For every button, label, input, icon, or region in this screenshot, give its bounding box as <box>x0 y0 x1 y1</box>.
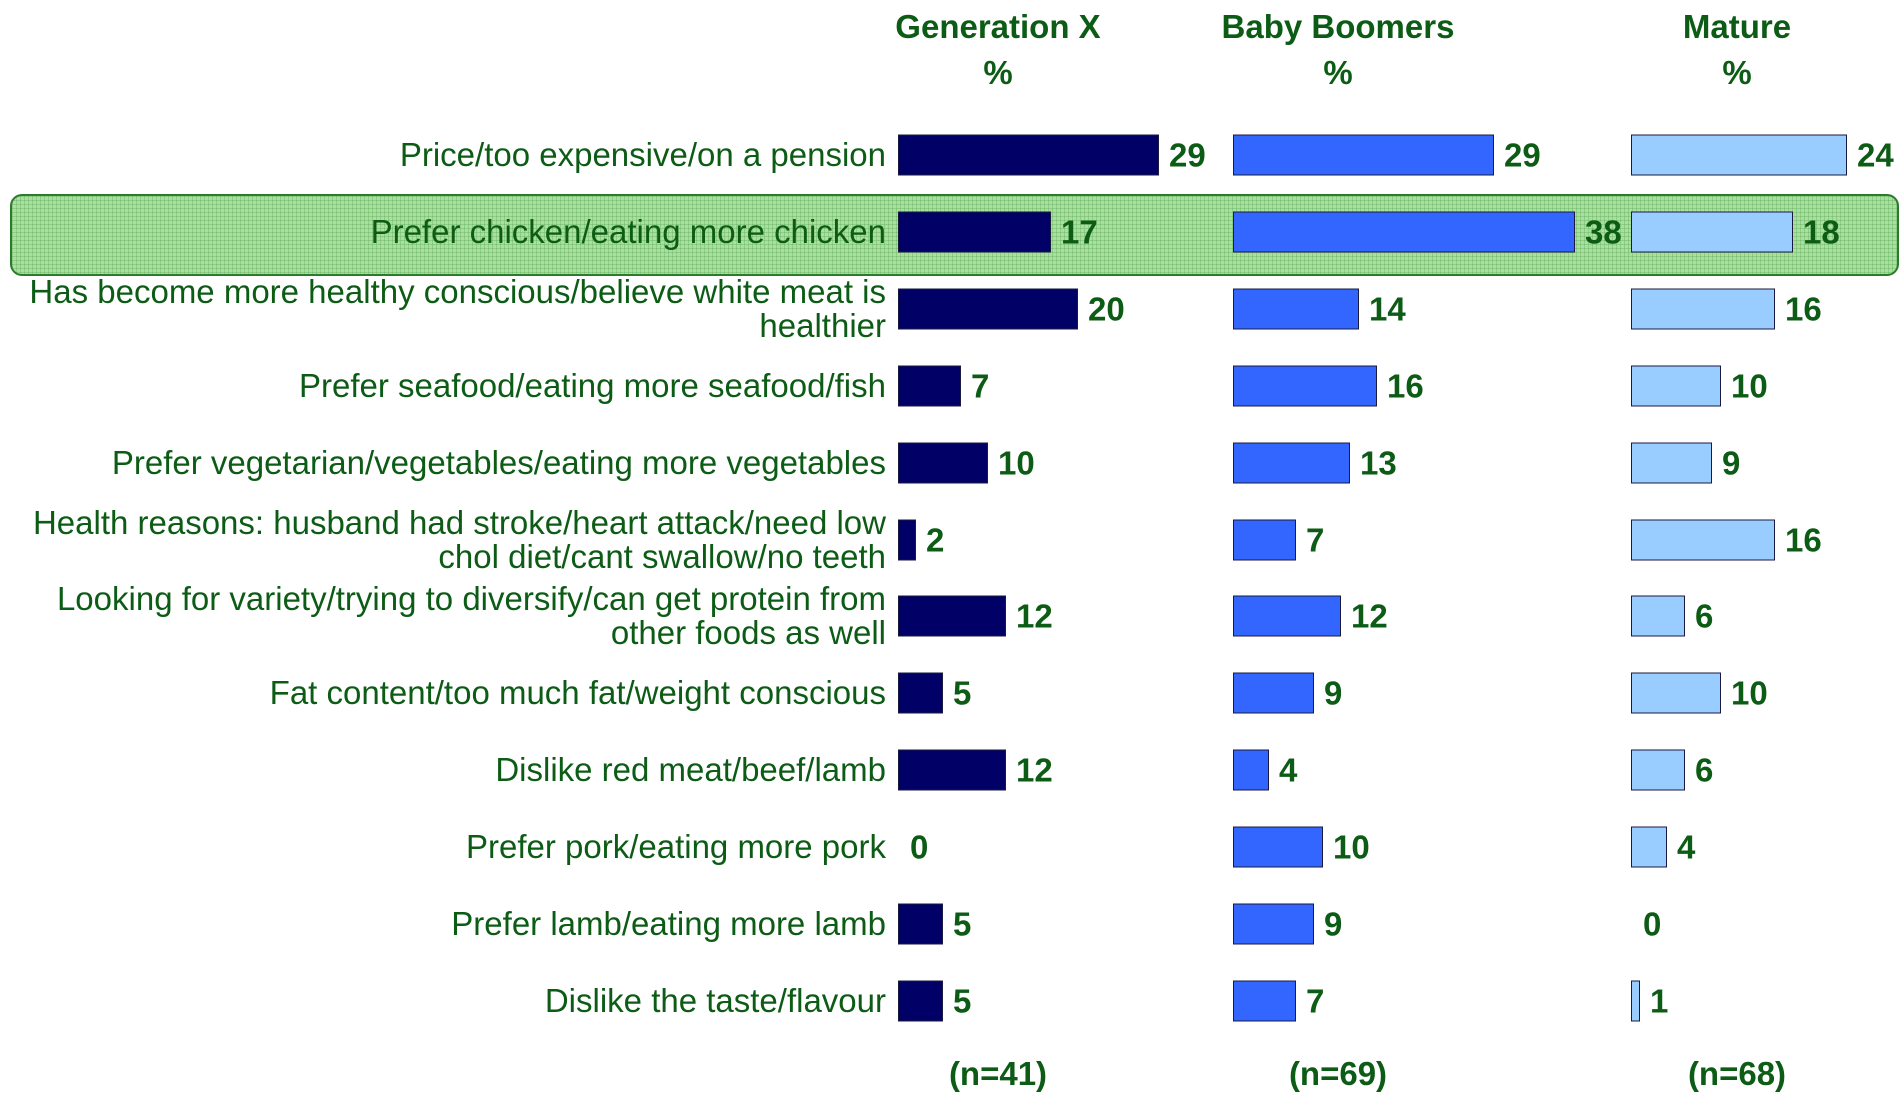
bar <box>1233 749 1269 791</box>
category-label: Has become more healthy conscious/believ… <box>29 272 886 344</box>
category-label: Dislike the taste/flavour <box>544 981 886 1019</box>
value-label: 18 <box>1803 213 1840 251</box>
series-header: Mature <box>1682 8 1792 45</box>
sample-size: (n=41) <box>948 1055 1048 1092</box>
category-label: Prefer pork/eating more pork <box>465 828 886 866</box>
bar <box>898 365 961 407</box>
unit-label: % <box>983 54 1013 91</box>
bar <box>1631 442 1712 484</box>
sample-size: (n=69) <box>1288 1055 1388 1092</box>
category-label: Prefer chicken/eating more chicken <box>370 212 886 250</box>
bar <box>1233 134 1494 176</box>
value-label: 10 <box>1731 674 1768 712</box>
value-label: 10 <box>998 444 1035 482</box>
bar <box>898 288 1078 330</box>
bar <box>1233 595 1341 637</box>
category-label: Dislike red meat/beef/lamb <box>495 751 886 789</box>
sample-size: (n=68) <box>1687 1055 1787 1092</box>
value-label: 9 <box>1324 674 1343 712</box>
value-label: 10 <box>1731 367 1768 405</box>
bar <box>1233 826 1323 868</box>
category-label: Prefer seafood/eating more seafood/fish <box>298 366 886 404</box>
value-label: 16 <box>1387 367 1424 405</box>
bar <box>1631 134 1847 176</box>
value-label: 17 <box>1061 213 1098 251</box>
value-label: 29 <box>1504 136 1541 174</box>
bar <box>898 749 1006 791</box>
unit-label: % <box>1722 54 1752 91</box>
category-label: Price/too expensive/on a pension <box>399 136 886 173</box>
value-label: 14 <box>1369 290 1406 328</box>
value-label: 13 <box>1360 444 1397 482</box>
value-label: 7 <box>1306 521 1325 558</box>
value-label: 12 <box>1351 597 1388 635</box>
bar <box>1631 365 1721 407</box>
value-label: 5 <box>953 674 972 712</box>
series-header: Baby Boomers <box>1221 8 1455 45</box>
value-label: 0 <box>910 828 929 866</box>
bar <box>1233 442 1350 484</box>
series-header: Generation X <box>895 8 1101 45</box>
value-label: 10 <box>1333 828 1370 866</box>
bar <box>1233 365 1377 407</box>
unit-label: % <box>1323 54 1353 91</box>
value-label: 7 <box>1306 982 1325 1020</box>
value-label: 38 <box>1585 213 1622 251</box>
value-label: 9 <box>1722 444 1741 482</box>
bar <box>1631 288 1775 330</box>
category-label: Health reasons: husband had stroke/heart… <box>32 503 886 575</box>
value-label: 1 <box>1650 982 1669 1020</box>
value-label: 20 <box>1088 290 1125 328</box>
category-label: Prefer vegetarian/vegetables/eating more… <box>111 443 886 481</box>
value-label: 5 <box>953 982 972 1020</box>
value-label: 29 <box>1169 136 1206 174</box>
bar <box>1233 211 1575 253</box>
bar <box>898 519 916 560</box>
bar <box>1233 980 1296 1022</box>
value-label: 6 <box>1695 597 1714 635</box>
bar <box>898 903 943 945</box>
value-label: 12 <box>1016 597 1053 635</box>
bar <box>1233 672 1314 714</box>
value-label: 0 <box>1643 905 1662 943</box>
value-label: 16 <box>1785 290 1822 328</box>
bar <box>898 595 1006 637</box>
value-label: 5 <box>953 905 972 943</box>
value-label: 4 <box>1677 828 1696 866</box>
bar <box>898 211 1051 253</box>
bar <box>1631 980 1640 1022</box>
value-label: 7 <box>971 367 990 405</box>
bar <box>1631 519 1775 560</box>
bar <box>1233 519 1296 560</box>
value-label: 4 <box>1279 751 1298 789</box>
value-label: 16 <box>1785 521 1822 558</box>
bar <box>1631 595 1685 637</box>
category-label: Prefer lamb/eating more lamb <box>451 905 886 942</box>
category-label: Fat content/too much fat/weight consciou… <box>269 674 886 712</box>
value-label: 12 <box>1016 751 1053 789</box>
bar <box>898 980 943 1022</box>
value-label: 2 <box>926 521 945 558</box>
bar <box>1631 672 1721 714</box>
bar <box>1631 826 1667 868</box>
bar <box>1233 903 1314 945</box>
value-label: 6 <box>1695 751 1714 789</box>
bar <box>898 672 943 714</box>
value-label: 9 <box>1324 905 1343 943</box>
bar <box>898 134 1159 176</box>
bar <box>1631 211 1793 253</box>
value-label: 24 <box>1857 136 1894 174</box>
bar <box>1233 288 1359 330</box>
category-label: Looking for variety/trying to diversify/… <box>56 580 886 652</box>
bar <box>898 442 988 484</box>
bar <box>1631 749 1685 791</box>
